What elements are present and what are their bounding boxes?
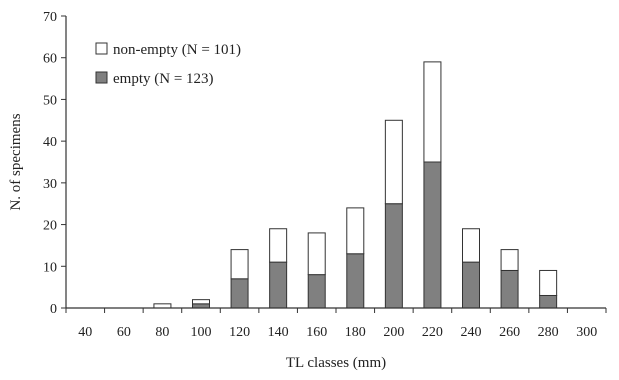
bar-non-empty: [346, 207, 365, 255]
bar-empty: [230, 278, 249, 309]
x-tick-label: 60: [117, 325, 131, 340]
bar-non-empty: [384, 119, 403, 205]
x-tick-label: 120: [229, 325, 250, 340]
bars-layer: [153, 61, 558, 309]
y-tick-label: 0: [50, 302, 57, 317]
y-tick-label: 50: [43, 93, 57, 108]
bar-non-empty: [307, 232, 326, 276]
x-tick-label: 260: [499, 325, 520, 340]
x-tick-label: 100: [191, 325, 212, 340]
legend-label-non-empty: non-empty (N = 101): [113, 42, 241, 58]
bar-non-empty: [462, 228, 480, 263]
bar-empty: [423, 161, 442, 309]
bar-empty: [269, 261, 288, 309]
x-tick-label: 280: [538, 325, 559, 340]
x-tick-label: 200: [383, 325, 404, 340]
bar-non-empty: [230, 249, 249, 280]
bar-non-empty: [539, 269, 558, 296]
bar-non-empty: [192, 299, 210, 305]
bar-empty: [346, 253, 365, 309]
x-tick-label: 240: [461, 325, 482, 340]
bar-empty: [462, 261, 480, 309]
x-tick-label: 220: [422, 325, 443, 340]
y-tick-label: 10: [43, 260, 57, 275]
legend-swatch-empty: [95, 71, 108, 84]
x-axis-title: TL classes (mm): [286, 355, 386, 371]
y-tick-label: 40: [43, 135, 57, 150]
bar-empty: [307, 274, 326, 309]
y-ticks: 0 10 20 30 40 50 60 70: [43, 10, 66, 317]
y-tick-label: 30: [43, 177, 57, 192]
x-ticks: 40 60 80 100 120 140 160 180 200 220 240 260 280 300: [65, 308, 607, 340]
bar-empty: [384, 203, 403, 309]
x-tick-label: 160: [306, 325, 327, 340]
bar-empty: [500, 269, 519, 309]
x-tick-label: 40: [78, 325, 92, 340]
y-tick-label: 70: [43, 10, 57, 25]
bar-non-empty: [423, 61, 442, 163]
legend-label-empty: empty (N = 123): [113, 71, 214, 87]
y-tick-label: 60: [43, 52, 57, 67]
x-tick-label: 180: [345, 325, 366, 340]
bar-empty: [539, 294, 558, 309]
bar-non-empty: [269, 228, 288, 263]
x-tick-label: 80: [155, 325, 169, 340]
legend: non-empty (N = 101) empty (N = 123): [95, 42, 241, 87]
y-axis-title: N. of specimens: [8, 113, 24, 210]
x-tick-label: 300: [576, 325, 597, 340]
bar-non-empty: [153, 303, 172, 309]
bar-empty: [192, 303, 210, 309]
x-tick-label: 140: [268, 325, 289, 340]
legend-swatch-non-empty: [95, 42, 108, 55]
bar-non-empty: [500, 249, 519, 271]
y-tick-label: 20: [43, 219, 57, 234]
